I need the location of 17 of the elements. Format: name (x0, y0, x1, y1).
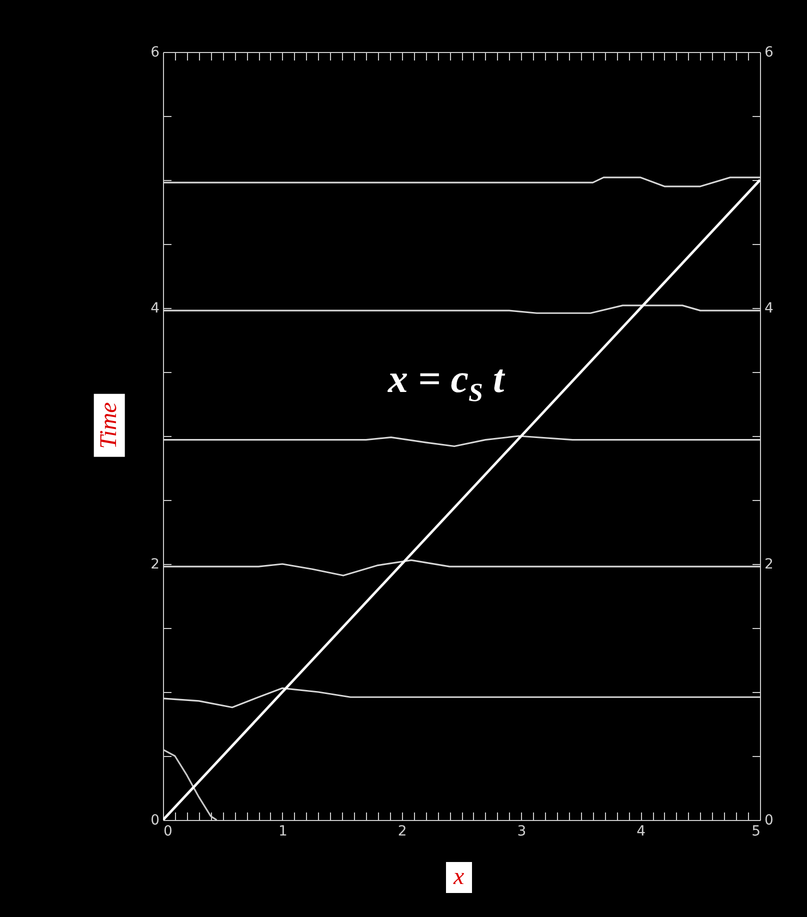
y2-tick-label: 2 (764, 556, 774, 572)
x-tick-label: 2 (398, 824, 407, 840)
y-tick-label: 2 (150, 556, 160, 572)
x-tick-label: 0 (164, 824, 172, 840)
y-tick-label: 4 (150, 300, 160, 316)
x-axis-title: x (446, 862, 472, 893)
y-tick-label: 0 (150, 812, 160, 828)
annotation: x = c$_{S}$ t (388, 355, 504, 408)
y2-tick-label: 4 (764, 300, 774, 316)
x-tick-label: 4 (636, 824, 646, 840)
x-tick-label: 3 (517, 824, 526, 840)
y-axis-title: Time (94, 394, 125, 457)
y2-tick-label: 6 (764, 44, 774, 60)
x-tick-label: 1 (278, 824, 288, 840)
x-tick-label: 5 (752, 824, 760, 840)
y-tick-label: 6 (150, 44, 160, 60)
y2-tick-label: 0 (764, 812, 774, 828)
